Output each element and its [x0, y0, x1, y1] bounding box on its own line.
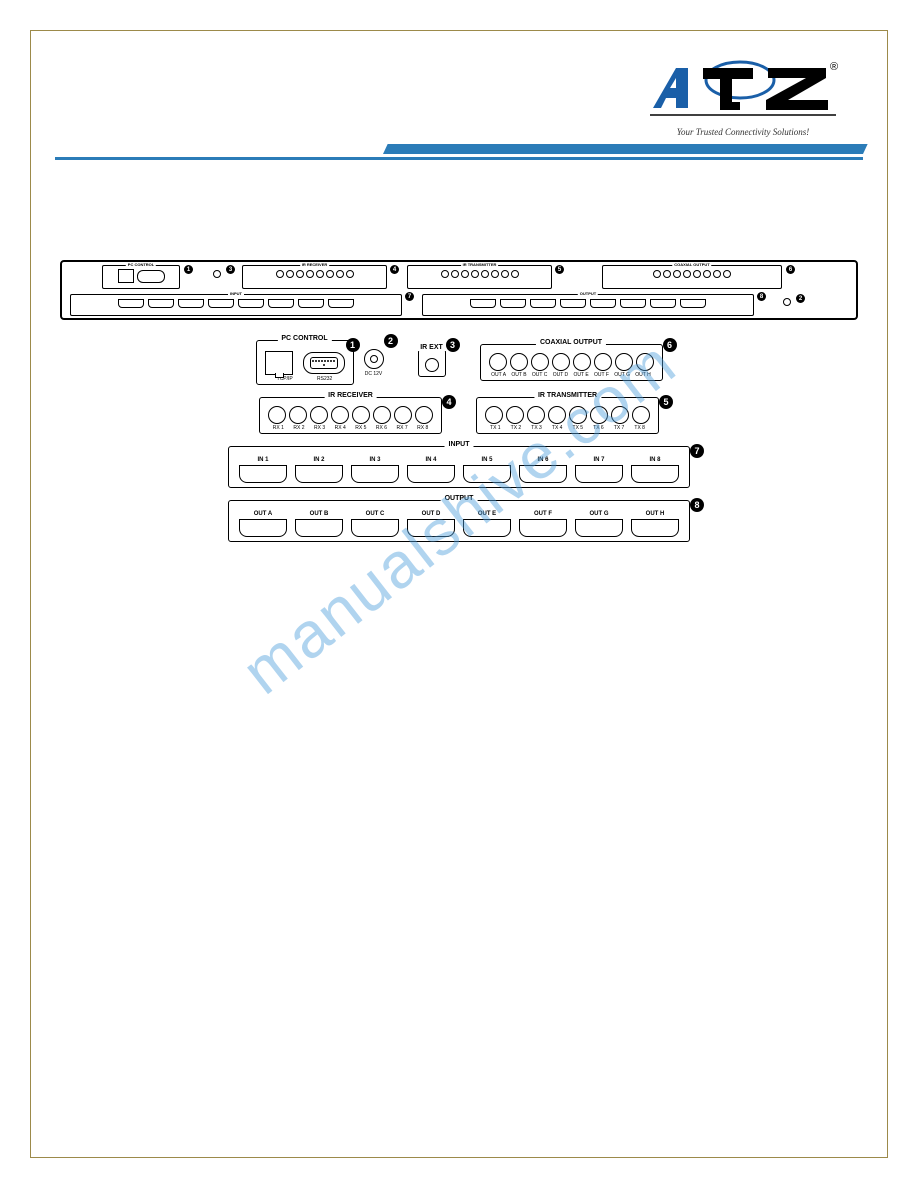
output-label: OUTPUT	[441, 495, 478, 502]
port-jack	[415, 406, 433, 424]
ir-rx-label: IR RECEIVER	[324, 392, 377, 399]
pc-control-label: PC CONTROL	[277, 335, 331, 342]
logo-tagline: Your Trusted Connectivity Solutions!	[628, 127, 858, 137]
fp-coax-label: COAXIAL OUTPUT	[672, 262, 711, 267]
port-jack	[611, 406, 629, 424]
fp-badge-1: 1	[184, 265, 193, 274]
fp-ir-tx-label: IR TRANSMITTER	[461, 262, 499, 267]
fp-ir-rx-label: IR RECEIVER	[300, 262, 330, 267]
detail-rows: PC CONTROL TCP/IPRS232 1 DC 12V 2	[60, 340, 858, 542]
pc-control-detail: PC CONTROL TCP/IPRS232 1	[256, 340, 354, 385]
ir-ext-label: IR EXT	[416, 344, 447, 351]
hdmi-port	[407, 465, 455, 483]
input-detail: INPUT IN 1IN 2IN 3IN 4IN 5IN 6IN 7IN 8 7	[228, 446, 690, 488]
port-jack	[632, 406, 650, 424]
hdmi-port	[575, 465, 623, 483]
hdmi-port	[295, 465, 343, 483]
port-jack	[331, 406, 349, 424]
badge-4: 4	[442, 395, 456, 409]
fp-badge-3: 3	[226, 265, 235, 274]
fp-badge-4: 4	[390, 265, 399, 274]
port-jack	[569, 406, 587, 424]
ir-transmitter-detail: IR TRANSMITTER TX 1TX 2TX 3TX 4TX 5TX 6T…	[476, 397, 659, 434]
fp-input-label: INPUT	[228, 291, 244, 296]
fp-badge-8: 8	[757, 292, 766, 301]
port-jack	[573, 353, 591, 371]
ir-ext-port	[425, 358, 439, 372]
port-jack	[590, 406, 608, 424]
hdmi-port	[463, 465, 511, 483]
port-jack	[548, 406, 566, 424]
fp-badge-6: 6	[786, 265, 795, 274]
full-rear-panel: PC CONTROL 1 3 IR RECEIVER 4 IR TRANSMIT…	[60, 260, 858, 320]
hdmi-port	[463, 519, 511, 537]
port-jack	[352, 406, 370, 424]
coaxial-detail: COAXIAL OUTPUT OUT AOUT BOUT COUT DOUT E…	[480, 340, 663, 385]
hdmi-port	[407, 519, 455, 537]
badge-8: 8	[690, 498, 704, 512]
port-jack	[310, 406, 328, 424]
hdmi-port	[575, 519, 623, 537]
hdmi-port	[351, 465, 399, 483]
hdmi-port	[631, 465, 679, 483]
fp-badge-7: 7	[405, 292, 414, 301]
badge-7: 7	[690, 444, 704, 458]
port-jack	[373, 406, 391, 424]
tcpip-port	[265, 351, 293, 375]
dc-jack	[364, 349, 384, 369]
ir-receiver-detail: IR RECEIVER RX 1RX 2RX 3RX 4RX 5RX 6RX 7…	[259, 397, 442, 434]
ir-ext-detail: IR EXT 3	[418, 340, 446, 385]
port-jack	[615, 353, 633, 371]
hdmi-port	[631, 519, 679, 537]
port-jack	[527, 406, 545, 424]
port-jack	[552, 353, 570, 371]
fp-pc-control-label: PC CONTROL	[126, 262, 156, 267]
port-jack	[485, 406, 503, 424]
badge-5: 5	[659, 395, 673, 409]
port-jack	[489, 353, 507, 371]
badge-3: 3	[446, 338, 460, 352]
accent-bar	[55, 144, 863, 160]
badge-6: 6	[663, 338, 677, 352]
svg-text:®: ®	[830, 61, 838, 73]
port-jack	[531, 353, 549, 371]
port-jack	[594, 353, 612, 371]
port-jack	[510, 353, 528, 371]
rs232-port	[303, 352, 345, 374]
port-jack	[268, 406, 286, 424]
ir-tx-label: IR TRANSMITTER	[534, 392, 601, 399]
rear-panel-diagram: PC CONTROL 1 3 IR RECEIVER 4 IR TRANSMIT…	[60, 260, 858, 554]
coaxial-label: COAXIAL OUTPUT	[536, 339, 606, 346]
port-jack	[506, 406, 524, 424]
dc-power-detail: DC 12V 2	[364, 340, 384, 385]
fp-badge-2: 2	[796, 294, 805, 303]
hdmi-port	[519, 465, 567, 483]
badge-2: 2	[384, 334, 398, 348]
logo-block: ® Your Trusted Connectivity Solutions!	[628, 60, 858, 137]
fp-output-label: OUTPUT	[578, 291, 598, 296]
hdmi-port	[351, 519, 399, 537]
hdmi-port	[239, 519, 287, 537]
port-jack	[636, 353, 654, 371]
page-border	[30, 30, 888, 1158]
port-jack	[394, 406, 412, 424]
output-detail: OUTPUT OUT AOUT BOUT COUT DOUT EOUT FOUT…	[228, 500, 690, 542]
fp-badge-5: 5	[555, 265, 564, 274]
atz-logo: ®	[648, 60, 838, 120]
hdmi-port	[239, 465, 287, 483]
input-label: INPUT	[445, 441, 474, 448]
badge-1: 1	[346, 338, 360, 352]
hdmi-port	[519, 519, 567, 537]
hdmi-port	[295, 519, 343, 537]
port-jack	[289, 406, 307, 424]
